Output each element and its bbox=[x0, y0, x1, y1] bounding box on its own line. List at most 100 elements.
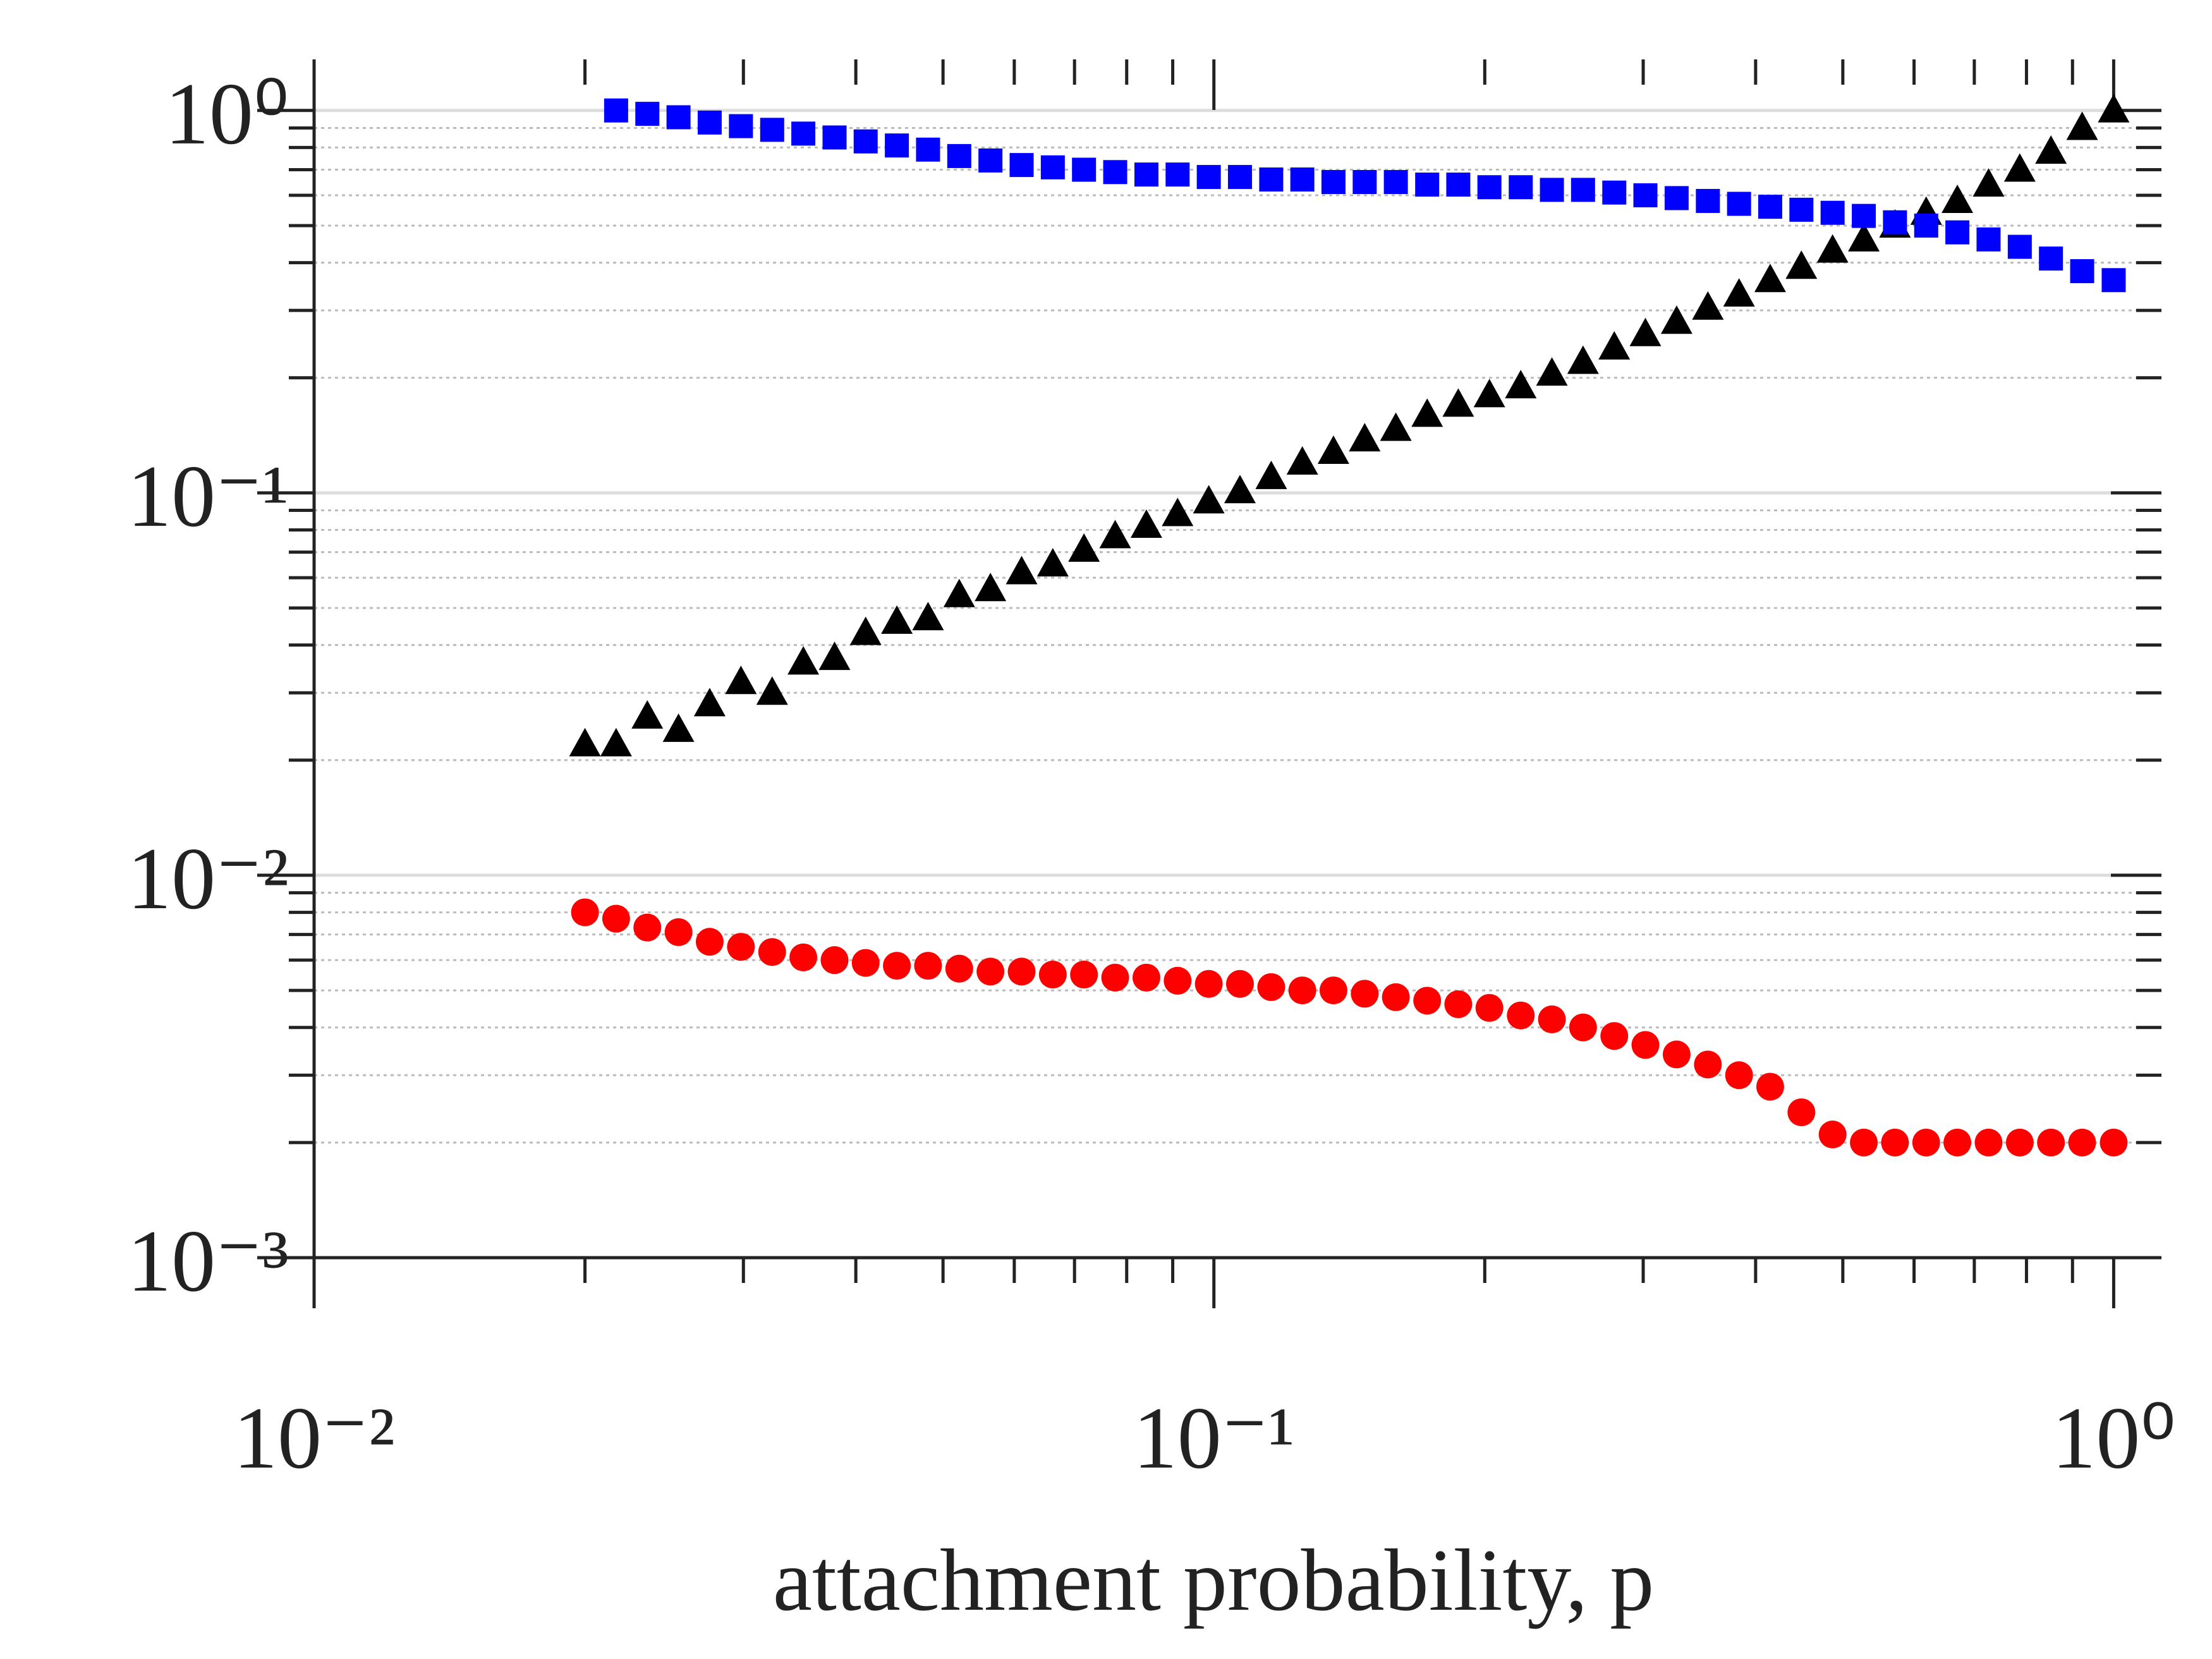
triangle-marker bbox=[1349, 423, 1381, 452]
circle-marker bbox=[1662, 1040, 1691, 1069]
circle-marker bbox=[1101, 963, 1129, 992]
triangle-marker bbox=[2066, 111, 2098, 140]
triangle-marker bbox=[787, 646, 820, 675]
circle-marker bbox=[1787, 1098, 1816, 1126]
square-marker bbox=[1914, 213, 1938, 238]
circle-marker bbox=[1257, 973, 1285, 1001]
triangle-marker bbox=[1692, 291, 1724, 320]
triangle-marker bbox=[1942, 184, 1974, 213]
triangle-marker bbox=[2003, 153, 2036, 182]
square-marker bbox=[1789, 197, 1814, 222]
circle-marker bbox=[1725, 1061, 1753, 1090]
circle-marker bbox=[727, 933, 755, 961]
circle-marker bbox=[1288, 976, 1316, 1005]
triangle-marker bbox=[1193, 485, 1225, 514]
triangle-marker bbox=[1286, 446, 1318, 475]
square-marker bbox=[1383, 169, 1408, 194]
circle-marker bbox=[1070, 961, 1098, 989]
triangle-marker bbox=[1255, 460, 1287, 489]
triangle-marker bbox=[1567, 345, 1599, 374]
circle-marker bbox=[1756, 1073, 1784, 1101]
circle-marker bbox=[820, 946, 849, 975]
x-tick-label: 10⁻¹ bbox=[1133, 1389, 1295, 1487]
square-marker bbox=[1664, 186, 1689, 210]
square-marker bbox=[2039, 246, 2063, 271]
x-axis-label: attachment probability, p bbox=[773, 1531, 1654, 1629]
triangle-marker bbox=[1130, 509, 1162, 538]
triangle-marker bbox=[1224, 475, 1256, 504]
triangle-marker bbox=[1505, 370, 1537, 399]
square-marker bbox=[1758, 195, 1782, 219]
square-marker bbox=[947, 143, 971, 168]
square-marker bbox=[729, 114, 753, 138]
square-marker bbox=[2101, 268, 2126, 293]
circle-marker bbox=[1974, 1128, 2003, 1157]
y-tick-label: 10⁻² bbox=[127, 830, 289, 928]
square-marker bbox=[853, 129, 878, 154]
circle-marker bbox=[851, 949, 880, 977]
triangle-marker bbox=[849, 616, 882, 645]
circle-marker bbox=[571, 898, 599, 927]
y-tick-label: 10⁻³ bbox=[127, 1212, 289, 1310]
circle-marker bbox=[1600, 1022, 1629, 1050]
square-marker bbox=[1227, 165, 1252, 190]
square-marker bbox=[2007, 234, 2032, 259]
circle-marker bbox=[758, 938, 786, 966]
square-marker bbox=[885, 133, 909, 158]
square-marker bbox=[1852, 204, 1876, 228]
triangle-marker bbox=[1723, 278, 1755, 307]
square-marker bbox=[1040, 155, 1065, 179]
circle-marker bbox=[1382, 983, 1410, 1011]
circle-marker bbox=[602, 904, 630, 933]
circle-marker bbox=[1319, 976, 1347, 1005]
square-marker bbox=[822, 125, 847, 150]
circle-marker bbox=[1631, 1031, 1660, 1059]
square-marker bbox=[1820, 200, 1845, 225]
square-marker bbox=[604, 98, 628, 123]
circle-marker bbox=[1850, 1128, 1878, 1157]
circle-marker bbox=[1818, 1121, 1847, 1149]
square-marker bbox=[1415, 173, 1440, 197]
triangle-marker bbox=[1785, 250, 1818, 279]
square-marker bbox=[1696, 188, 1720, 213]
triangle-marker bbox=[662, 713, 695, 742]
circle-marker bbox=[2037, 1128, 2065, 1157]
triangle-marker bbox=[1536, 357, 1568, 386]
y-tick-label: 10⁰ bbox=[165, 65, 289, 163]
triangle-marker bbox=[1411, 398, 1443, 427]
triangle-marker bbox=[1006, 556, 1038, 585]
triangle-marker bbox=[693, 688, 726, 717]
square-marker bbox=[1009, 153, 1034, 178]
square-marker bbox=[1134, 162, 1158, 187]
triangle-marker bbox=[600, 727, 632, 757]
square-marker bbox=[1883, 210, 1907, 234]
circle-marker bbox=[695, 928, 724, 956]
triangle-marker bbox=[1317, 435, 1349, 464]
triangle-marker bbox=[756, 676, 788, 705]
triangle-marker bbox=[1816, 234, 1849, 263]
triangle-marker bbox=[1036, 548, 1069, 577]
triangle-marker bbox=[1162, 497, 1194, 526]
circle-marker bbox=[1507, 1001, 1535, 1030]
circle-marker bbox=[1538, 1005, 1566, 1033]
triangle-marker bbox=[1380, 412, 1412, 441]
square-marker bbox=[1945, 220, 1970, 245]
circle-marker bbox=[633, 913, 662, 942]
triangle-marker bbox=[1099, 520, 1131, 549]
circle-marker bbox=[1475, 994, 1504, 1022]
square-marker bbox=[1165, 162, 1190, 187]
circle-marker bbox=[2100, 1128, 2128, 1157]
triangle-marker bbox=[1442, 388, 1474, 417]
square-marker bbox=[666, 105, 691, 130]
square-marker bbox=[1540, 178, 1564, 202]
circle-marker bbox=[1943, 1128, 1972, 1157]
circle-marker bbox=[664, 918, 693, 946]
triangle-marker bbox=[1598, 331, 1631, 360]
circle-marker bbox=[1194, 969, 1223, 998]
square-marker bbox=[1290, 167, 1315, 191]
triangle-marker bbox=[631, 700, 664, 729]
circle-marker bbox=[1569, 1013, 1597, 1042]
x-tick-label: 10⁻² bbox=[233, 1389, 395, 1487]
square-marker bbox=[1633, 183, 1658, 208]
